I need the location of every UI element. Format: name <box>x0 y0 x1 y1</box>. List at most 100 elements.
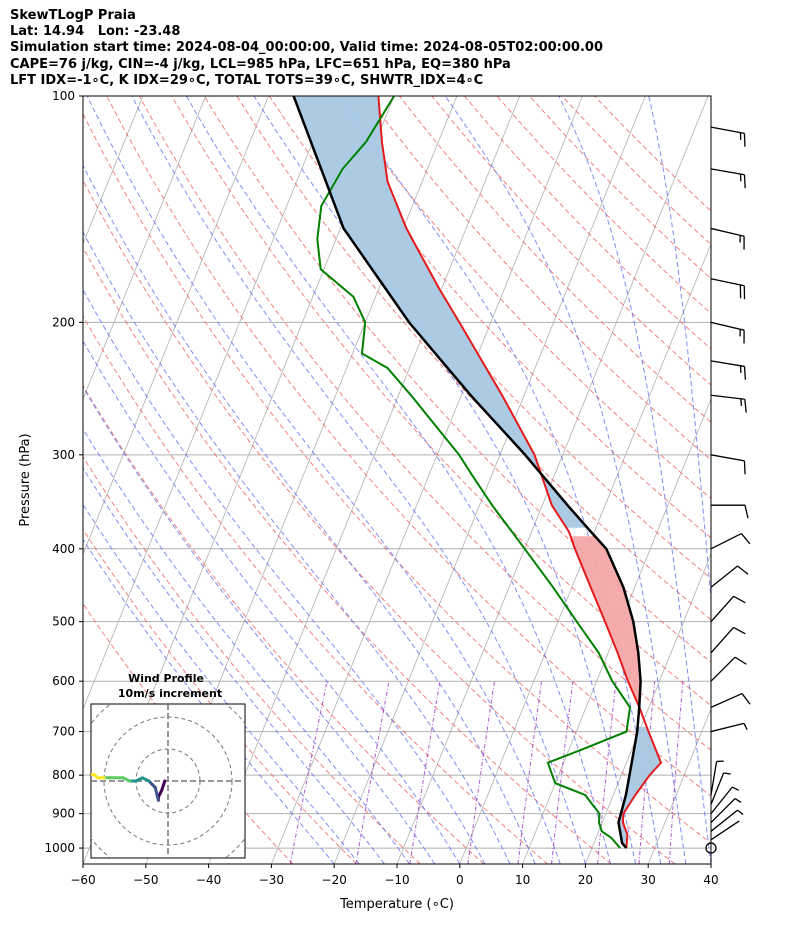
barb-staff <box>710 656 736 682</box>
y-tick-label: 500 <box>52 615 75 629</box>
wind-barb <box>710 760 724 796</box>
temperature-line <box>377 96 663 849</box>
barb-flag <box>733 595 746 604</box>
barb-staff <box>710 761 718 796</box>
dry-adiabat <box>301 96 711 539</box>
moist-adiabat <box>83 230 511 864</box>
isotherm-line <box>208 96 521 864</box>
mixing-ratio-line <box>355 681 390 864</box>
mixing-ratio-line <box>668 681 684 864</box>
moist-adiabat <box>131 96 586 864</box>
isotherm-line <box>83 96 144 245</box>
y-tick-label: 400 <box>52 542 75 556</box>
barb-flag <box>743 366 747 380</box>
wind-barb <box>710 533 751 550</box>
wind-barb <box>711 504 749 519</box>
barb-staff <box>710 722 745 733</box>
moist-adiabat <box>83 386 436 864</box>
moist-adiabat <box>83 467 385 864</box>
x-tick-label: 10 <box>515 873 530 887</box>
wind-barb <box>710 321 745 344</box>
isotherm-line <box>333 96 646 864</box>
moist-adiabat <box>253 96 637 864</box>
isotherm-line <box>647 707 711 864</box>
x-tick-label: −20 <box>322 873 347 887</box>
y-tick-label: 900 <box>52 807 75 821</box>
dry-adiabat <box>366 96 711 461</box>
barb-half-flag <box>743 723 748 731</box>
barb-half-flag <box>740 398 743 406</box>
mixing-ratio-line <box>597 681 617 864</box>
moist-adiabat <box>83 164 536 864</box>
params-line-2: LFT IDX=-1∘C, K IDX=29∘C, TOTAL TOTS=39∘… <box>10 73 484 88</box>
barb-staff <box>710 786 733 815</box>
wind-barb <box>710 692 751 708</box>
dry-adiabat <box>106 96 711 797</box>
y-tick-label: 800 <box>52 768 75 782</box>
y-axis-label: Pressure (hPa) <box>18 433 33 526</box>
mixing-ratio-line <box>551 681 574 864</box>
wind-barb <box>705 842 717 854</box>
dewpoint-line <box>316 96 632 849</box>
barb-staff <box>710 227 745 237</box>
barb-flag <box>740 533 751 545</box>
barb-flag <box>734 656 747 665</box>
isotherm-line <box>0 96 17 864</box>
inset-subtitle: 10m/s increment <box>118 687 222 700</box>
wind-barb <box>710 722 748 733</box>
barb-staff <box>710 533 742 550</box>
mixing-ratio-line <box>409 681 441 864</box>
location-line: Lat: 14.94 Lon: -23.48 <box>10 24 181 39</box>
y-tick-label: 1000 <box>44 841 75 855</box>
barb-staff <box>710 278 745 287</box>
barb-staff <box>710 454 745 462</box>
y-tick-label: 600 <box>52 674 75 688</box>
dry-adiabat <box>594 96 711 212</box>
x-tick-label: −40 <box>196 873 221 887</box>
wind-barb <box>710 798 742 824</box>
wind-barb <box>710 394 747 413</box>
barb-flag <box>743 174 746 189</box>
barb-half-flag <box>731 786 739 791</box>
wind-barb <box>710 595 746 623</box>
barb-staff <box>710 360 745 368</box>
wind-barb <box>710 278 746 300</box>
isotherm-line <box>83 96 332 711</box>
dry-adiabat <box>83 384 485 864</box>
cape-area <box>570 536 641 703</box>
x-axis-label: Temperature (∘C) <box>339 897 454 912</box>
moist-adiabat <box>83 340 461 864</box>
barb-staff <box>710 565 738 588</box>
barb-staff <box>710 394 745 400</box>
y-tick-label: 300 <box>52 448 75 462</box>
wind-barb <box>710 126 746 147</box>
barb-staff <box>710 626 735 654</box>
wind-barb <box>710 656 747 682</box>
barb-flag <box>737 565 749 575</box>
x-tick-label: −60 <box>70 873 95 887</box>
hodograph-segment <box>153 785 160 802</box>
isotherm-line <box>585 552 711 864</box>
moist-adiabat <box>86 96 561 864</box>
y-tick-label: 200 <box>52 315 75 329</box>
wind-barb <box>710 626 746 654</box>
barb-flag <box>744 505 749 519</box>
mixing-ratio-line <box>517 681 542 864</box>
barb-staff <box>710 772 725 805</box>
y-tick-label: 100 <box>52 89 75 103</box>
dry-adiabat <box>138 96 711 751</box>
barb-half-flag <box>734 798 742 803</box>
barb-flag <box>743 133 746 147</box>
barb-staff <box>710 798 736 824</box>
barb-staff <box>710 820 740 841</box>
isotherm-line <box>83 96 207 400</box>
y-tick-label: 700 <box>52 725 75 739</box>
wind-barb <box>710 565 749 588</box>
mixing-ratio-line <box>638 681 656 864</box>
axis-ticks: −60 −50 −40 −30 −20 −10 0 10 20 30 40 100 200 300 400 5… <box>44 89 718 887</box>
chart-title: SkewTLogP Praia <box>10 8 136 23</box>
moist-adiabat <box>83 503 360 864</box>
barb-staff <box>710 809 738 832</box>
inset-title: Wind Profile <box>128 672 204 685</box>
